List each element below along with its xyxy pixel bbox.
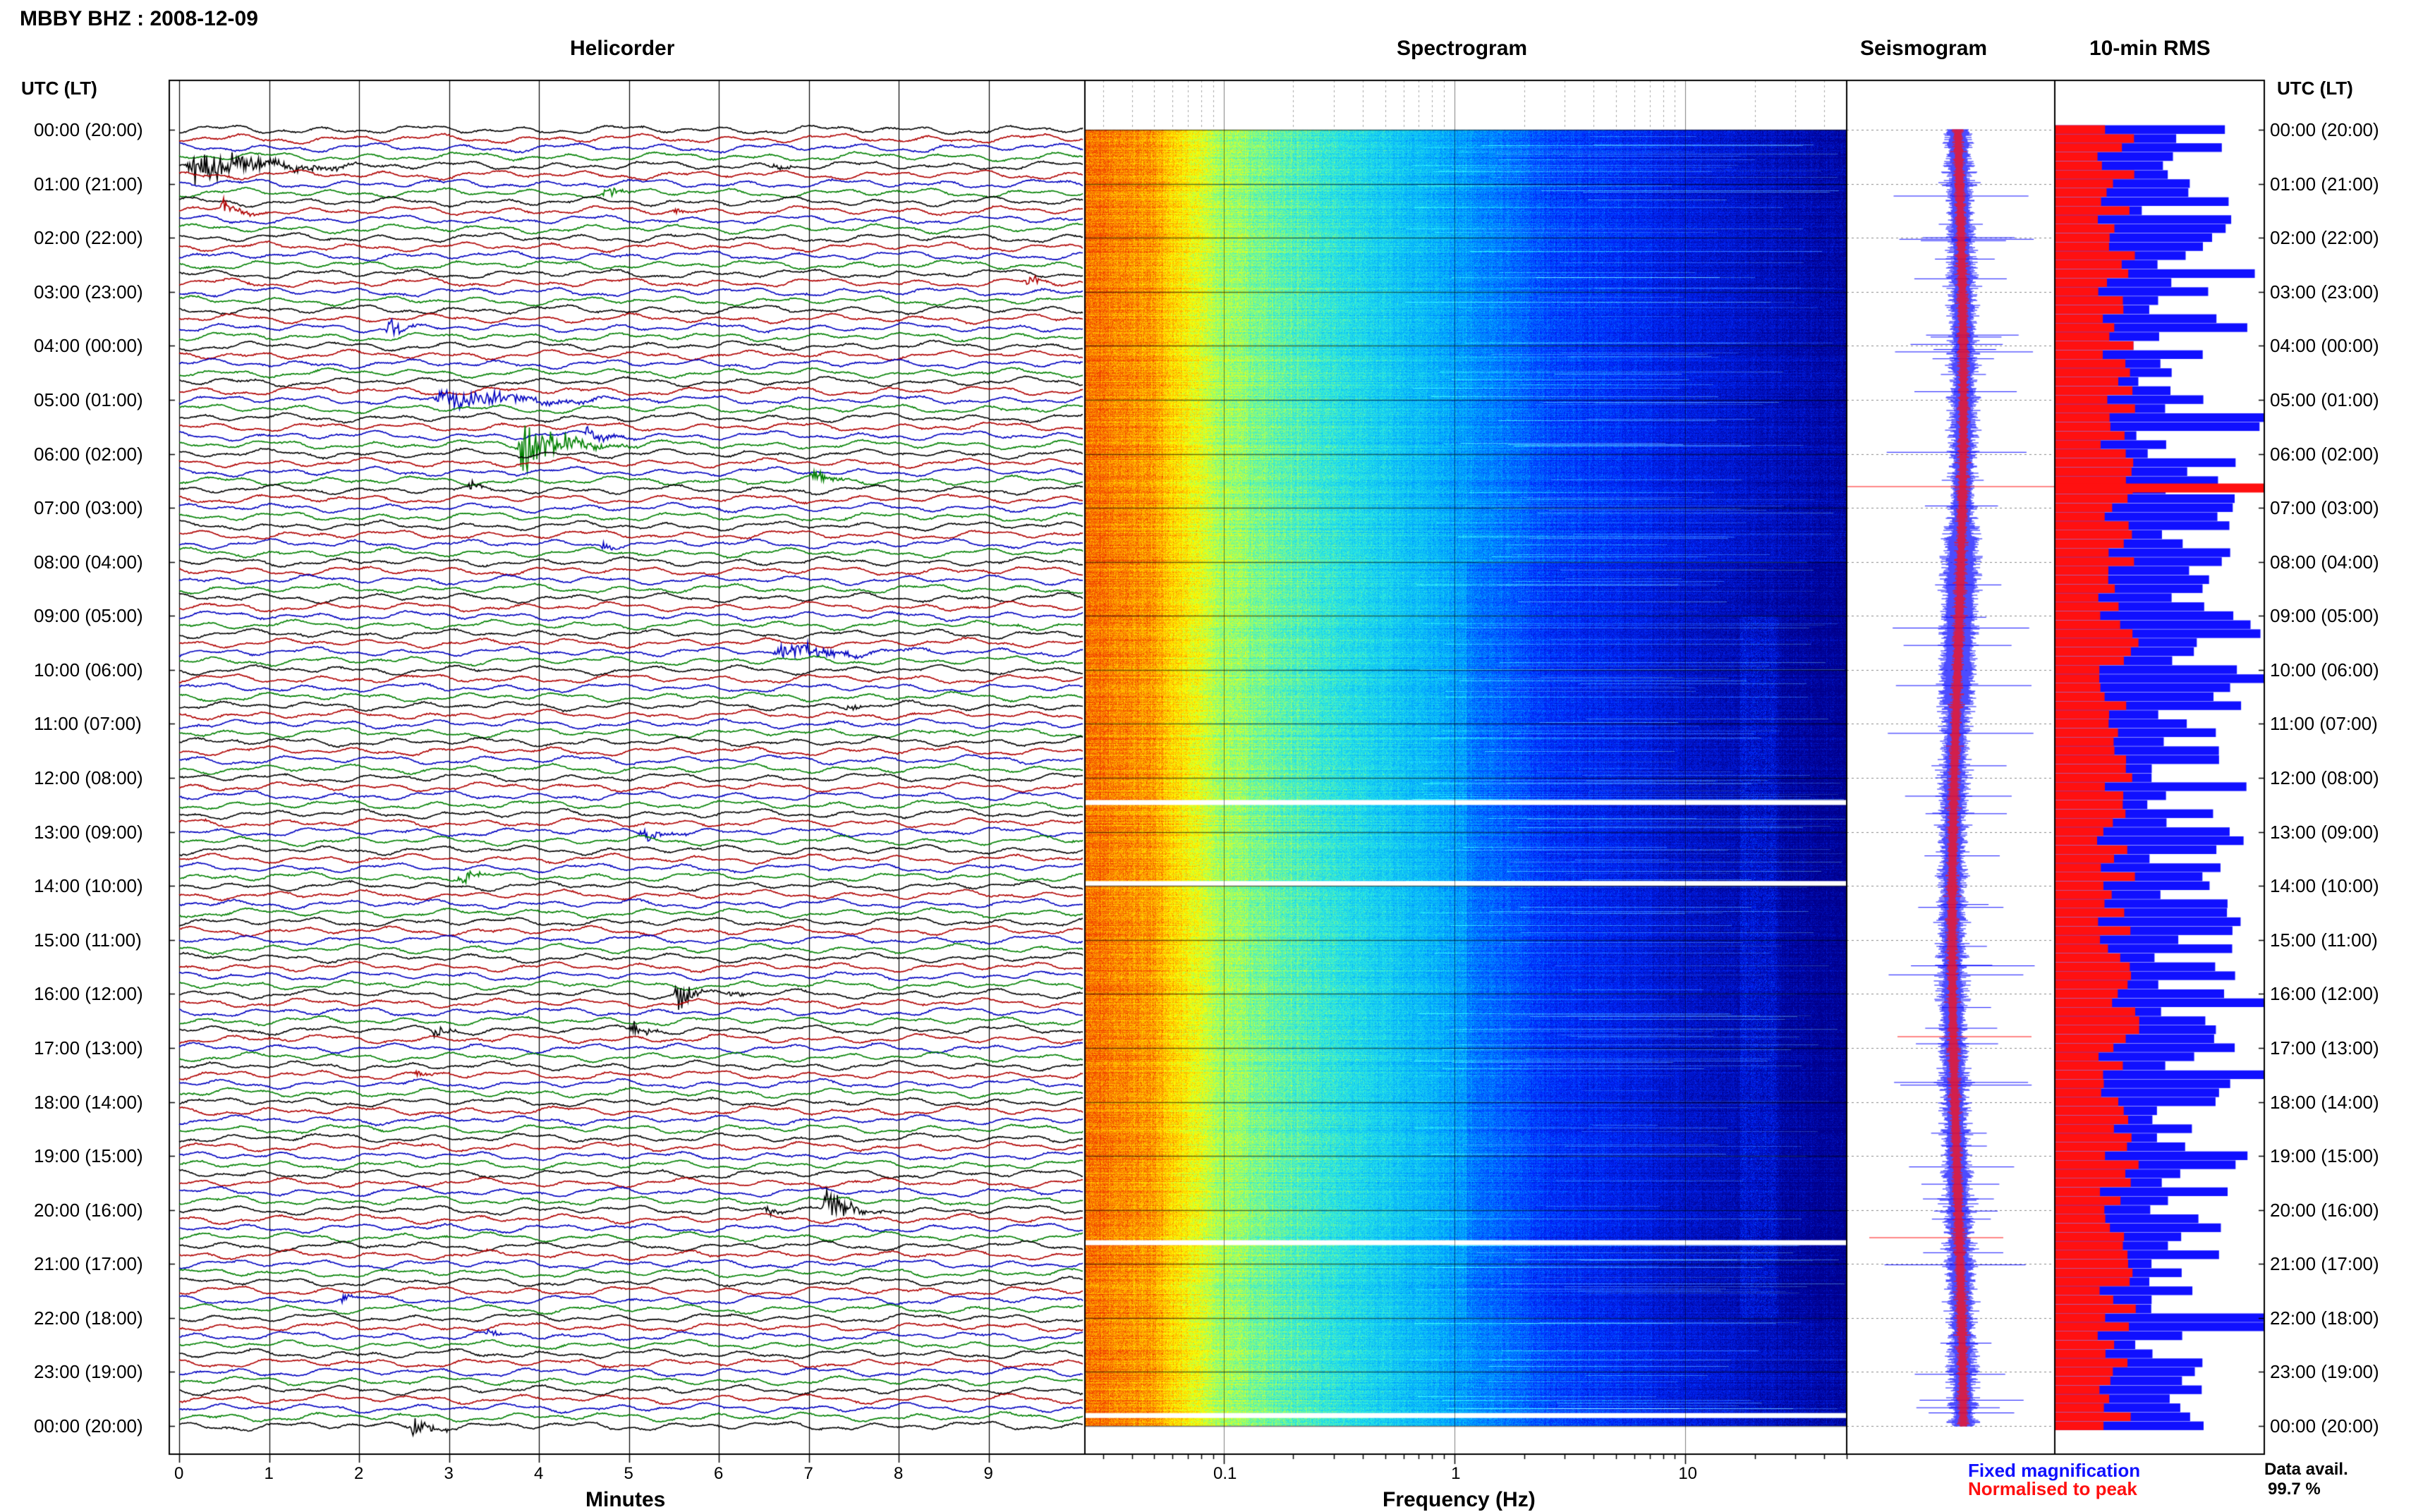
helicorder-tick-label: 7 <box>803 1464 813 1483</box>
time-label-left: 11:00 (07:00) <box>34 713 142 735</box>
spectrogram-tick-label: 1 <box>1451 1464 1461 1483</box>
helicorder-tick-label: 5 <box>624 1464 633 1483</box>
time-label-left: 18:00 (14:00) <box>34 1091 143 1113</box>
time-label-right: 06:00 (02:00) <box>2270 443 2379 465</box>
time-label-left: 05:00 (01:00) <box>34 389 143 410</box>
time-label-right: 21:00 (17:00) <box>2270 1253 2379 1275</box>
time-label-right: 18:00 (14:00) <box>2270 1091 2379 1113</box>
time-label-right: 15:00 (11:00) <box>2270 929 2378 951</box>
time-label-right: 08:00 (04:00) <box>2270 551 2379 573</box>
time-label-right: 09:00 (05:00) <box>2270 605 2379 627</box>
helicorder-tick-label: 6 <box>714 1464 724 1483</box>
time-label-right: 05:00 (01:00) <box>2270 389 2379 410</box>
time-label-left: 00:00 (20:00) <box>34 1415 143 1437</box>
rms-title: 10-min RMS <box>2089 37 2211 60</box>
data-availability-label: Data avail. <box>2264 1460 2348 1479</box>
time-axis-header-right: UTC (LT) <box>2277 78 2353 99</box>
time-label-left: 19:00 (15:00) <box>34 1145 143 1167</box>
time-label-left: 03:00 (23:00) <box>34 281 143 303</box>
time-label-left: 21:00 (17:00) <box>34 1253 143 1275</box>
time-label-left: 20:00 (16:00) <box>34 1199 143 1221</box>
time-label-right: 02:00 (22:00) <box>2270 227 2379 249</box>
helicorder-tick-label: 3 <box>444 1464 454 1483</box>
time-label-left: 07:00 (03:00) <box>34 497 143 519</box>
time-label-left: 17:00 (13:00) <box>34 1037 143 1059</box>
legend-normalised-to-peak: Normalised to peak <box>1968 1478 2137 1499</box>
time-label-left: 01:00 (21:00) <box>34 173 143 195</box>
time-label-right: 22:00 (18:00) <box>2270 1307 2379 1329</box>
spectrogram-xlabel: Frequency (Hz) <box>1383 1488 1536 1511</box>
helicorder-title: Helicorder <box>570 37 675 60</box>
time-label-right: 17:00 (13:00) <box>2270 1037 2379 1059</box>
time-label-left: 22:00 (18:00) <box>34 1307 143 1329</box>
time-label-left: 02:00 (22:00) <box>34 227 143 249</box>
helicorder-tick-label: 8 <box>894 1464 904 1483</box>
time-label-right: 16:00 (12:00) <box>2270 983 2379 1005</box>
time-label-right: 01:00 (21:00) <box>2270 173 2379 195</box>
spectrogram-tick-label: 0.1 <box>1213 1464 1237 1483</box>
time-label-right: 03:00 (23:00) <box>2270 281 2379 303</box>
time-label-right: 13:00 (09:00) <box>2270 821 2379 843</box>
time-label-right: 00:00 (20:00) <box>2270 1415 2379 1437</box>
time-label-left: 16:00 (12:00) <box>34 983 143 1005</box>
time-label-right: 19:00 (15:00) <box>2270 1145 2379 1167</box>
time-label-left: 14:00 (10:00) <box>34 875 143 897</box>
helicorder-tick-label: 9 <box>983 1464 993 1483</box>
time-label-right: 07:00 (03:00) <box>2270 497 2379 519</box>
time-label-right: 11:00 (07:00) <box>2270 713 2378 735</box>
helicorder-xlabel: Minutes <box>585 1488 666 1511</box>
time-label-left: 09:00 (05:00) <box>34 605 143 627</box>
helicorder-tick-label: 4 <box>534 1464 544 1483</box>
legend-fixed-magnification: Fixed magnification <box>1968 1460 2141 1481</box>
station-title: MBBY BHZ : 2008-12-09 <box>20 7 258 30</box>
time-label-right: 04:00 (00:00) <box>2270 335 2379 357</box>
time-label-left: 06:00 (02:00) <box>34 443 143 465</box>
spectrogram-tick-label: 10 <box>1678 1464 1698 1483</box>
data-availability-value: 99.7 % <box>2268 1480 2321 1499</box>
time-axis-header-left: UTC (LT) <box>21 78 97 99</box>
time-label-left: 23:00 (19:00) <box>34 1361 143 1383</box>
helicorder-tick-label: 1 <box>264 1464 274 1483</box>
time-label-left: 13:00 (09:00) <box>34 821 143 843</box>
time-label-left: 10:00 (06:00) <box>34 659 143 681</box>
time-label-left: 04:00 (00:00) <box>34 335 143 357</box>
spectrogram-title: Spectrogram <box>1397 37 1528 60</box>
time-label-left: 08:00 (04:00) <box>34 551 143 573</box>
helicorder-tick-label: 2 <box>354 1464 364 1483</box>
time-label-right: 14:00 (10:00) <box>2270 875 2379 897</box>
time-label-left: 00:00 (20:00) <box>34 119 143 140</box>
time-label-right: 20:00 (16:00) <box>2270 1199 2379 1221</box>
helicorder-tick-label: 0 <box>174 1464 184 1483</box>
time-label-right: 23:00 (19:00) <box>2270 1361 2379 1383</box>
time-label-right: 10:00 (06:00) <box>2270 659 2379 681</box>
seismogram-title: Seismogram <box>1860 37 1988 60</box>
time-label-right: 00:00 (20:00) <box>2270 119 2379 140</box>
time-label-left: 12:00 (08:00) <box>34 767 143 788</box>
time-label-left: 15:00 (11:00) <box>34 929 142 951</box>
time-label-right: 12:00 (08:00) <box>2270 767 2379 788</box>
